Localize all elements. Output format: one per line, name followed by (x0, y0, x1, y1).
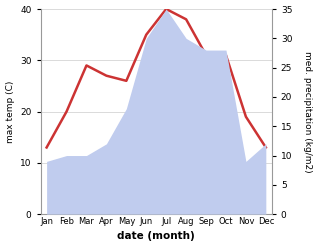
X-axis label: date (month): date (month) (117, 231, 195, 242)
Y-axis label: max temp (C): max temp (C) (5, 80, 15, 143)
Y-axis label: med. precipitation (kg/m2): med. precipitation (kg/m2) (303, 51, 313, 172)
